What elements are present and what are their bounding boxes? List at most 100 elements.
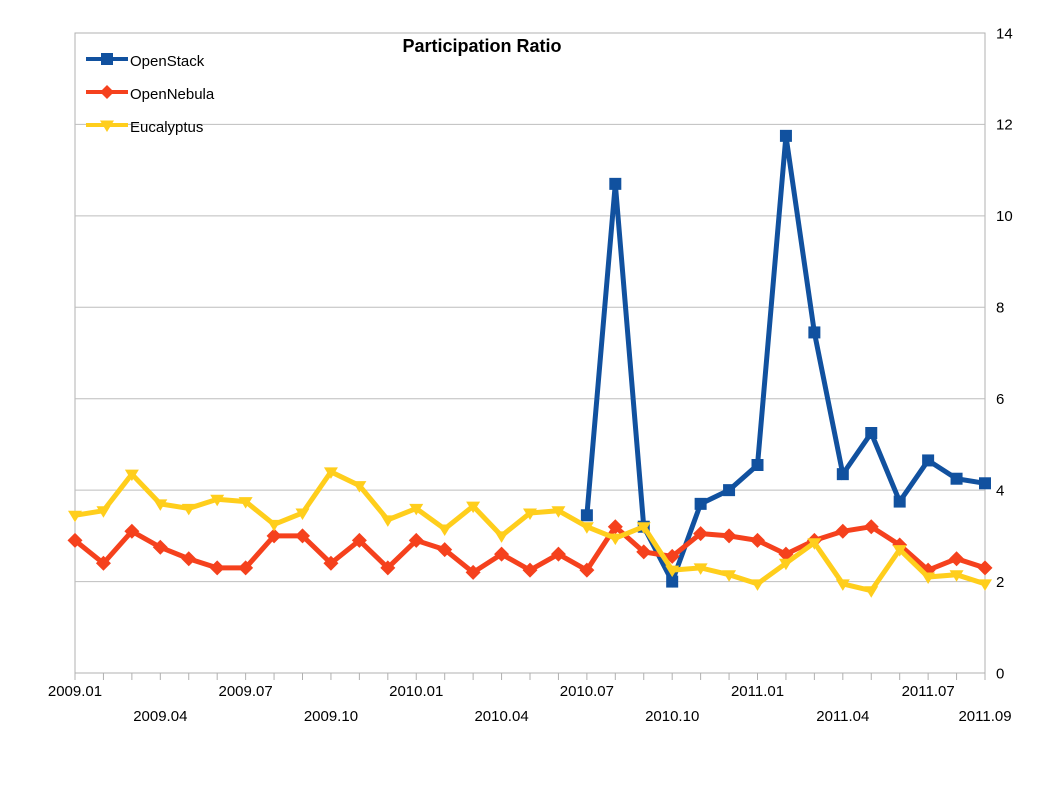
series-marker-opennebula-5 <box>209 560 225 576</box>
series-line-openstack <box>584 135 986 588</box>
series-marker-eucalyptus-13 <box>437 524 452 536</box>
series-marker-eucalyptus-16 <box>523 508 537 520</box>
series-marker-eucalyptus-17 <box>551 506 566 518</box>
y-axis-label-12: 12 <box>996 117 1013 134</box>
series-marker-opennebula-27 <box>835 523 851 539</box>
x-axis-label-2009.07: 2009.07 <box>219 683 273 700</box>
series-marker-eucalyptus-12 <box>409 503 424 516</box>
series-marker-openstack-28 <box>865 427 878 439</box>
series-marker-opennebula-19 <box>607 519 623 535</box>
series-marker-eucalyptus-30 <box>921 572 936 584</box>
series-marker-eucalyptus-29 <box>892 545 907 557</box>
series-marker-opennebula-10 <box>351 532 367 548</box>
series-marker-opennebula-2 <box>124 523 140 539</box>
series-marker-eucalyptus-32 <box>978 579 992 591</box>
series-marker-opennebula-6 <box>238 560 254 576</box>
series-marker-eucalyptus-14 <box>466 501 481 514</box>
series-marker-opennebula-13 <box>437 542 453 558</box>
series-marker-eucalyptus-18 <box>579 522 594 534</box>
series-marker-eucalyptus-5 <box>210 494 225 507</box>
legend-label-openstack: OpenStack <box>130 52 205 70</box>
series-marker-openstack-26 <box>808 326 821 339</box>
series-marker-eucalyptus-26 <box>807 538 822 550</box>
series-marker-openstack-27 <box>836 468 849 481</box>
series-marker-eucalyptus-7 <box>267 519 282 532</box>
series-marker-eucalyptus-9 <box>323 467 338 479</box>
series-marker-opennebula-28 <box>863 519 879 535</box>
series-marker-eucalyptus-22 <box>693 563 708 575</box>
x-axis-label-2010.01: 2010.01 <box>389 683 443 700</box>
opennebula-line-marker-icon <box>86 83 128 106</box>
x-axis-label-2011.07: 2011.07 <box>902 683 955 700</box>
series-marker-eucalyptus-1 <box>96 506 111 518</box>
legend-item-openstack: OpenStack <box>86 50 214 72</box>
series-marker-eucalyptus-3 <box>153 499 168 511</box>
series-marker-eucalyptus-8 <box>295 508 310 520</box>
y-axis-label-0: 0 <box>996 665 1004 682</box>
series-marker-eucalyptus-6 <box>238 497 253 509</box>
series-marker-openstack-29 <box>893 495 906 508</box>
series-marker-opennebula-7 <box>266 528 282 544</box>
series-marker-opennebula-14 <box>465 564 481 580</box>
series-marker-eucalyptus-20 <box>636 522 651 534</box>
series-marker-opennebula-1 <box>95 555 111 571</box>
series-marker-eucalyptus-2 <box>124 469 139 482</box>
chart-title: Participation Ratio <box>402 36 562 56</box>
series-marker-opennebula-0 <box>67 532 83 548</box>
series-marker-eucalyptus-25 <box>778 558 793 571</box>
series-marker-opennebula-9 <box>323 555 339 571</box>
x-axis-label-2010.04: 2010.04 <box>474 708 528 725</box>
series-marker-eucalyptus-15 <box>494 531 509 543</box>
x-axis-label-2011.04: 2011.04 <box>816 708 869 725</box>
y-axis-label-8: 8 <box>996 300 1004 317</box>
openstack-line-marker-icon <box>86 50 128 73</box>
y-axis-label-4: 4 <box>996 482 1004 499</box>
series-marker-opennebula-22 <box>693 526 709 542</box>
legend-label-opennebula: OpenNebula <box>130 85 215 103</box>
series-marker-eucalyptus-27 <box>835 579 850 591</box>
series-marker-opennebula-18 <box>579 562 595 578</box>
legend-item-eucalyptus: Eucalyptus <box>86 116 214 138</box>
series-marker-eucalyptus-31 <box>949 570 964 582</box>
series-marker-eucalyptus-28 <box>864 586 879 598</box>
legend: OpenStack OpenNebula Eucalyptus <box>86 50 214 149</box>
x-axis-label-2011.01: 2011.01 <box>731 683 784 700</box>
series-marker-opennebula-4 <box>181 551 197 567</box>
series-marker-opennebula-15 <box>494 546 510 562</box>
series-marker-eucalyptus-11 <box>380 515 395 527</box>
series-marker-openstack-24 <box>751 459 764 471</box>
series-marker-opennebula-23 <box>721 528 737 544</box>
series-marker-openstack-22 <box>694 497 707 510</box>
y-axis-label-2: 2 <box>996 574 1004 591</box>
series-marker-eucalyptus-23 <box>722 570 737 582</box>
y-axis-label-10: 10 <box>996 208 1013 225</box>
x-axis-label-2010.10: 2010.10 <box>645 708 699 725</box>
series-marker-openstack-18 <box>580 509 593 522</box>
series-marker-opennebula-3 <box>152 539 168 555</box>
y-axis-label-6: 6 <box>996 391 1004 408</box>
series-marker-eucalyptus-0 <box>68 510 82 523</box>
series-marker-opennebula-20 <box>636 544 652 560</box>
series-marker-opennebula-16 <box>522 562 538 578</box>
legend-item-opennebula: OpenNebula <box>86 83 214 105</box>
series-marker-opennebula-31 <box>949 551 965 567</box>
series-marker-openstack-25 <box>779 129 792 142</box>
series-marker-openstack-23 <box>723 484 736 497</box>
series-marker-openstack-30 <box>922 454 935 467</box>
y-axis-label-14: 14 <box>996 25 1013 42</box>
x-axis-label-2011.09: 2011.09 <box>958 708 1011 725</box>
series-marker-eucalyptus-10 <box>352 481 367 493</box>
x-axis-label-2009.10: 2009.10 <box>304 708 358 725</box>
series-marker-openstack-21 <box>666 575 679 588</box>
eucalyptus-line-marker-icon <box>86 116 128 139</box>
series-marker-opennebula-12 <box>408 532 424 548</box>
series-marker-eucalyptus-24 <box>750 579 765 591</box>
series-marker-openstack-32 <box>979 477 991 490</box>
series-marker-openstack-19 <box>609 177 622 190</box>
series-marker-eucalyptus-21 <box>665 565 680 578</box>
series-marker-openstack-31 <box>950 472 963 485</box>
series-marker-opennebula-24 <box>750 532 765 548</box>
series-marker-opennebula-11 <box>380 560 396 576</box>
